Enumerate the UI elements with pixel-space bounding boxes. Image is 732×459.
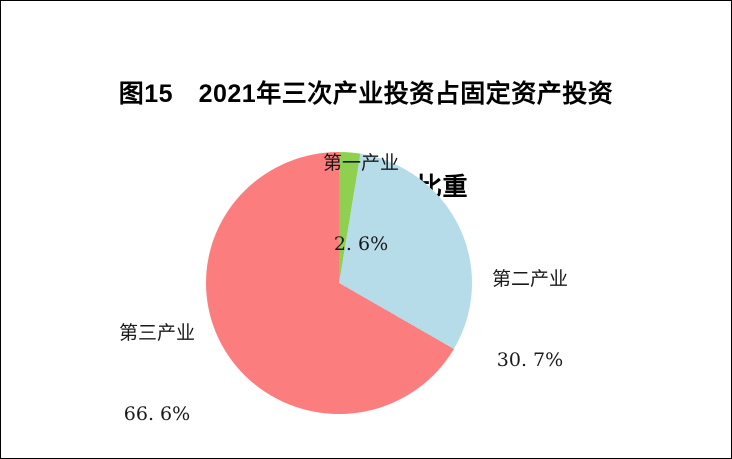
slice-value-label: 30. 7%	[496, 349, 564, 371]
pie-chart	[206, 152, 472, 414]
slice-category-label: 第二产业	[491, 268, 568, 290]
slice-category-label: 第一产业	[322, 152, 399, 174]
slice-value-label: 66. 6%	[123, 403, 191, 425]
slice-label-primary-industry: 第一产业 2. 6%	[291, 96, 431, 312]
slice-label-tertiary-industry: 第三产业 66. 6%	[87, 266, 227, 458]
chart-title-line1: 图15 2021年三次产业投资占固定资产投资	[118, 80, 614, 108]
slice-label-secondary-industry: 第二产业 30. 7%	[460, 212, 600, 428]
slice-category-label: 第三产业	[118, 322, 195, 344]
slice-value-label: 2. 6%	[333, 233, 389, 255]
